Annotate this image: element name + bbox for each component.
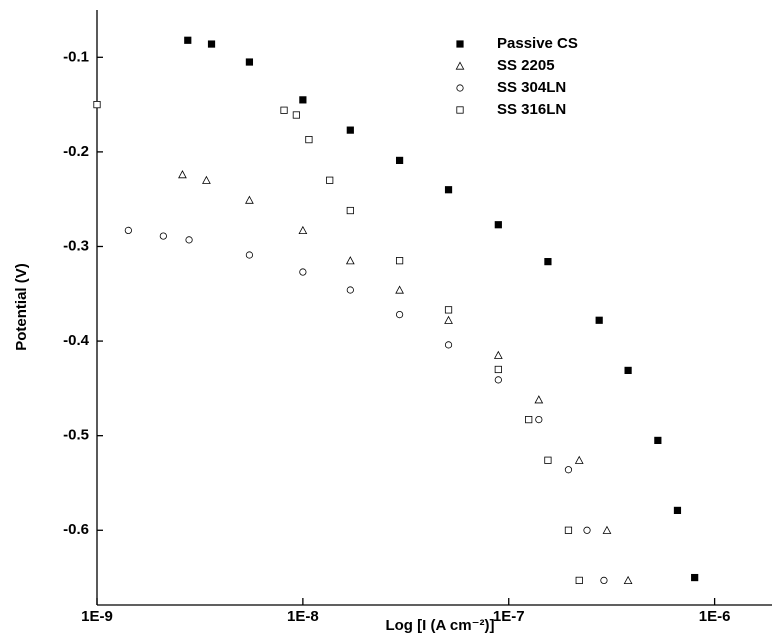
data-point	[673, 506, 682, 515]
data-point	[395, 285, 404, 294]
data-point	[535, 415, 543, 424]
data-point	[525, 415, 533, 424]
data-point	[494, 376, 502, 384]
y-axis-label: Potential (V)	[13, 263, 30, 351]
data-point	[600, 576, 608, 585]
data-point	[544, 456, 552, 464]
data-point	[292, 111, 300, 119]
data-point	[346, 206, 354, 215]
data-point	[534, 395, 544, 404]
data-point	[202, 175, 211, 184]
y-tick-label: -0.5	[63, 427, 89, 444]
x-tick-label: 1E-8	[287, 608, 319, 625]
data-point	[299, 96, 307, 104]
data-point	[245, 195, 254, 204]
x-tick-label: 1E-9	[81, 608, 113, 625]
data-point	[444, 341, 453, 349]
data-point	[178, 170, 187, 179]
data-point	[564, 466, 573, 474]
data-point	[494, 221, 502, 229]
legend-label: SS 2205	[497, 57, 555, 74]
data-point	[305, 135, 313, 144]
data-point	[280, 106, 288, 114]
legend-marker	[456, 106, 464, 114]
data-point	[494, 365, 502, 374]
data-point	[624, 366, 632, 375]
x-tick-label: 1E-6	[699, 608, 731, 625]
legend-label: SS 316LN	[497, 101, 566, 118]
data-point	[691, 573, 699, 582]
data-point	[326, 176, 334, 184]
y-tick-label: -0.6	[63, 521, 89, 538]
data-point	[345, 256, 355, 265]
data-point	[444, 186, 453, 194]
data-point	[595, 316, 603, 324]
x-tick-label: 1E-7	[493, 608, 525, 625]
data-point	[298, 225, 308, 235]
data-point	[346, 286, 354, 294]
data-point	[444, 306, 453, 314]
legend-label: Passive CS	[497, 35, 578, 52]
data-point	[654, 436, 662, 445]
legend-marker	[455, 61, 465, 70]
data-point	[245, 58, 254, 66]
y-tick-label: -0.4	[63, 332, 90, 349]
y-tick-label: -0.1	[63, 48, 89, 65]
data-point	[299, 268, 307, 276]
legend-label: SS 304LN	[497, 79, 566, 96]
data-point	[395, 257, 404, 265]
data-point	[444, 315, 453, 324]
data-point	[574, 455, 584, 464]
data-point	[184, 36, 192, 44]
legend-marker	[456, 84, 464, 92]
data-point	[159, 232, 167, 240]
data-point	[602, 525, 612, 534]
data-point	[207, 40, 216, 48]
data-point	[185, 236, 193, 244]
plot-area	[93, 36, 699, 585]
x-axis-label: Log [I (A cm⁻²)]	[385, 617, 494, 634]
data-point	[623, 575, 633, 585]
data-point	[395, 310, 404, 319]
legend-marker	[456, 40, 464, 48]
data-point	[245, 251, 254, 259]
y-tick-label: -0.3	[63, 237, 89, 254]
data-point	[346, 126, 354, 134]
data-point	[544, 258, 552, 266]
data-point	[493, 350, 503, 359]
data-point	[93, 100, 101, 109]
y-tick-label: -0.2	[63, 143, 89, 160]
data-point	[395, 156, 404, 165]
data-point	[124, 226, 132, 235]
data-point	[564, 526, 573, 534]
data-point	[575, 576, 583, 585]
data-point	[583, 526, 591, 534]
